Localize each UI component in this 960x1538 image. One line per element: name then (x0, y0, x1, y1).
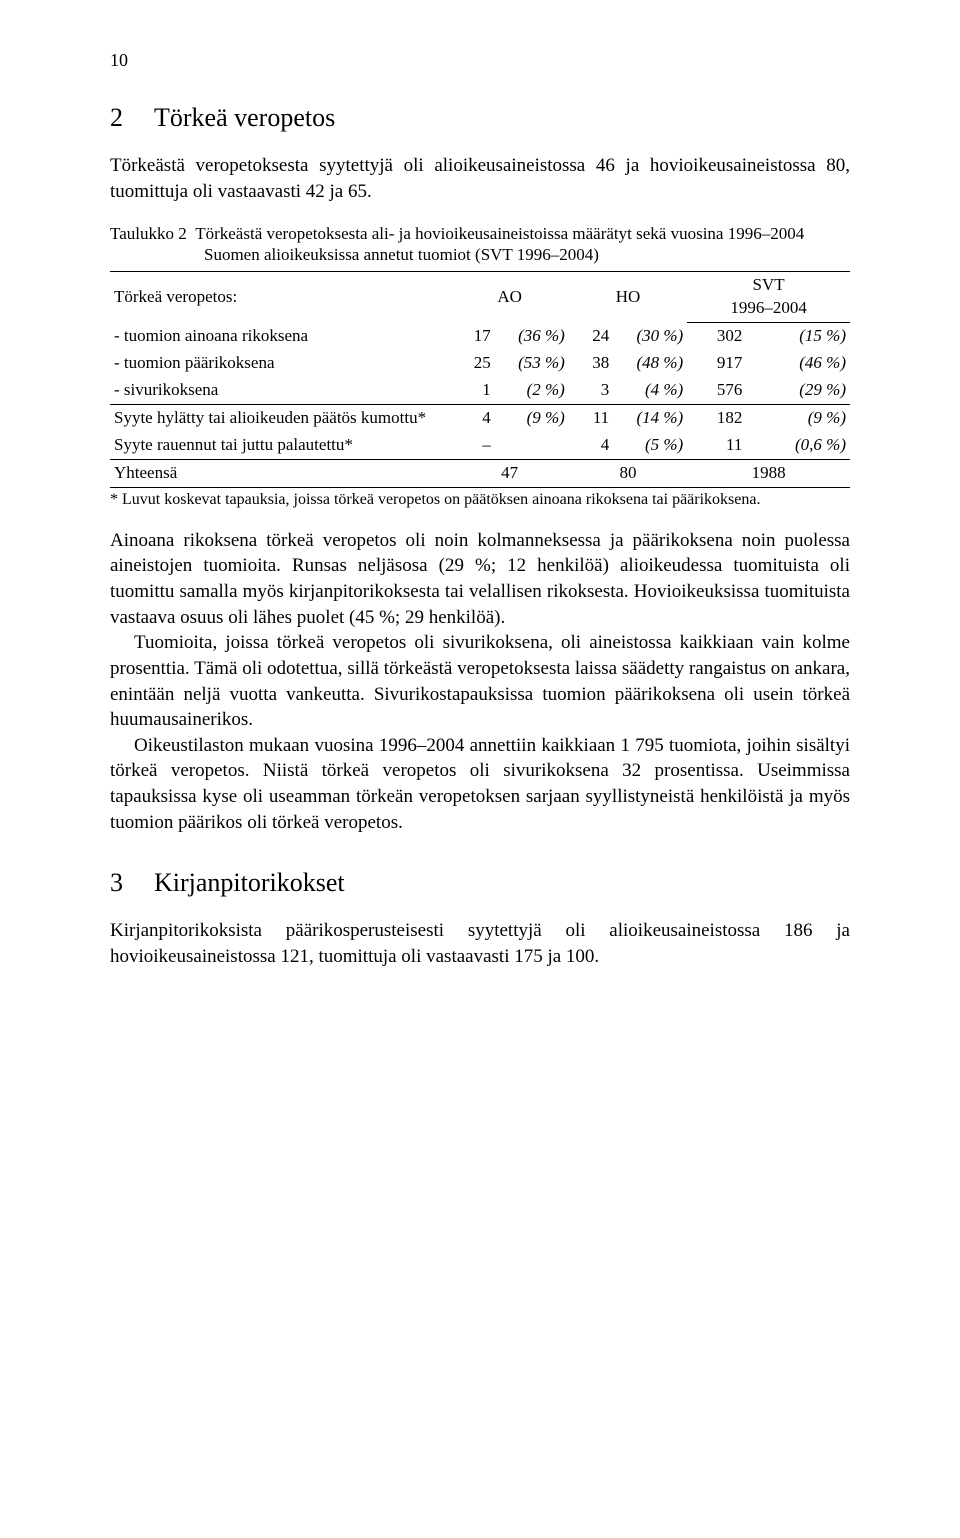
cell: (46 %) (746, 350, 850, 377)
section-3-title: Kirjanpitorikokset (154, 868, 345, 897)
row-label: Yhteensä (110, 459, 450, 487)
cell: 47 (450, 459, 568, 487)
page: 10 2Törkeä veropetos Törkeästä veropetok… (0, 0, 960, 1048)
row-label: - sivurikoksena (110, 377, 450, 404)
cell: 11 (687, 432, 746, 459)
cell: 17 (450, 323, 494, 350)
cell: (36 %) (495, 323, 569, 350)
cell: 4 (569, 432, 613, 459)
section-3-intro: Kirjanpitorikoksista päärikosperusteises… (110, 918, 850, 969)
cell: (2 %) (495, 377, 569, 404)
paragraph: Tuomioita, joissa törkeä veropetos oli s… (110, 630, 850, 733)
section-2-number: 2 (110, 100, 154, 135)
table-caption-text: Törkeästä veropetoksesta ali- ja hovioik… (195, 224, 804, 264)
cell: 11 (569, 404, 613, 431)
cell: 25 (450, 350, 494, 377)
cell: (53 %) (495, 350, 569, 377)
cell: 182 (687, 404, 746, 431)
table-header-svt-top: SVT (687, 272, 850, 297)
row-label: - tuomion päärikoksena (110, 350, 450, 377)
row-label: Syyte hylätty tai alioikeuden päätös kum… (110, 404, 450, 431)
cell: (48 %) (613, 350, 687, 377)
cell: 80 (569, 459, 687, 487)
page-number: 10 (110, 48, 850, 72)
cell: (15 %) (746, 323, 850, 350)
cell: (0,6 %) (746, 432, 850, 459)
table-header-ho: HO (569, 272, 687, 323)
cell: (29 %) (746, 377, 850, 404)
table-row: - sivurikoksena 1 (2 %) 3 (4 %) 576 (29 … (110, 377, 850, 404)
cell: 1 (450, 377, 494, 404)
section-2-heading: 2Törkeä veropetos (110, 100, 850, 135)
cell: 1988 (687, 459, 850, 487)
section-2-intro: Törkeästä veropetoksesta syytettyjä oli … (110, 153, 850, 204)
table-header-rowlabel: Törkeä veropetos: (110, 272, 450, 323)
table-row-total: Yhteensä 47 80 1988 (110, 459, 850, 487)
table-header-svt-bot: 1996–2004 (687, 297, 850, 322)
table-caption: Taulukko 2 Törkeästä veropetoksesta ali-… (110, 223, 850, 266)
row-label: - tuomion ainoana rikoksena (110, 323, 450, 350)
cell: 4 (450, 404, 494, 431)
cell: 576 (687, 377, 746, 404)
cell: (4 %) (613, 377, 687, 404)
cell: (5 %) (613, 432, 687, 459)
cell (495, 432, 569, 459)
table-label: Taulukko 2 (110, 224, 187, 243)
table-row: Syyte hylätty tai alioikeuden päätös kum… (110, 404, 850, 431)
table-row: - tuomion päärikoksena 25 (53 %) 38 (48 … (110, 350, 850, 377)
section-2-body: Ainoana rikoksena törkeä veropetos oli n… (110, 528, 850, 836)
paragraph: Ainoana rikoksena törkeä veropetos oli n… (110, 528, 850, 631)
cell: (30 %) (613, 323, 687, 350)
cell: 3 (569, 377, 613, 404)
table-header-ao: AO (450, 272, 568, 323)
section-2-title: Törkeä veropetos (154, 103, 335, 132)
cell: (9 %) (495, 404, 569, 431)
cell: 302 (687, 323, 746, 350)
cell: 24 (569, 323, 613, 350)
cell: (9 %) (746, 404, 850, 431)
table-footnote: * Luvut koskevat tapauksia, joissa törke… (110, 490, 850, 510)
cell: (14 %) (613, 404, 687, 431)
section-3-heading: 3Kirjanpitorikokset (110, 865, 850, 900)
section-3-number: 3 (110, 865, 154, 900)
cell: – (450, 432, 494, 459)
table-row: Syyte rauennut tai juttu palautettu* – 4… (110, 432, 850, 459)
paragraph: Oikeustilaston mukaan vuosina 1996–2004 … (110, 733, 850, 836)
cell: 38 (569, 350, 613, 377)
table-row: - tuomion ainoana rikoksena 17 (36 %) 24… (110, 323, 850, 350)
row-label: Syyte rauennut tai juttu palautettu* (110, 432, 450, 459)
cell: 917 (687, 350, 746, 377)
table-2: Törkeä veropetos: AO HO SVT 1996–2004 - … (110, 271, 850, 488)
